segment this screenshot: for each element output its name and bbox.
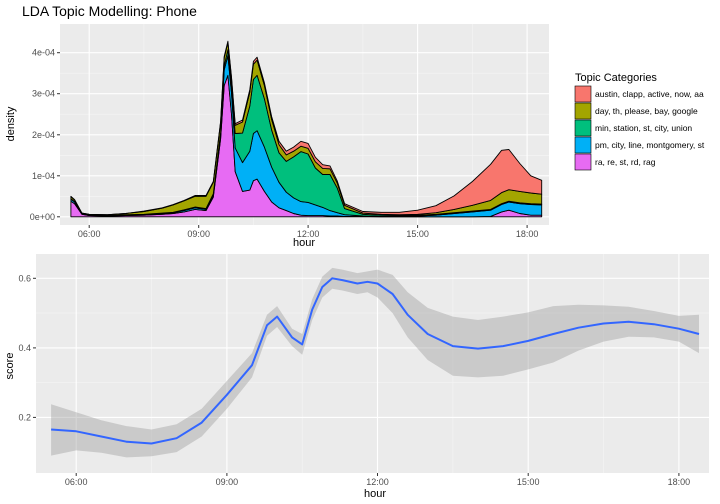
- x-tick-label: 12:00: [297, 229, 320, 239]
- legend-swatch: [574, 102, 592, 120]
- smoothed-score-line: [51, 277, 700, 445]
- score-gridlines: [36, 254, 709, 473]
- density-panel: 0e+00 1e-04 2e-04 3e-04 4e-04 06:00 09:00 12:0…: [5, 24, 549, 249]
- density-y-axis-title: density: [5, 106, 17, 141]
- x-tick-label: 06:00: [78, 229, 101, 239]
- legend: Topic Categories austin, clapp, active, …: [574, 72, 705, 171]
- x-tick-label: 15:00: [517, 477, 540, 487]
- x-tick-label: 09:00: [216, 477, 239, 487]
- y-tick-label: 2e-04: [32, 130, 55, 140]
- density-area-austin: [70, 40, 543, 216]
- density-x-axis-title: hour: [293, 237, 315, 249]
- x-tick-label: 06:00: [65, 477, 88, 487]
- score-panel: 0.2 0.4 0.6 06:00 09:00 12:00 15:00 18:00 hour…: [4, 254, 709, 500]
- y-tick-label: 3e-04: [32, 89, 55, 99]
- legend-label: ra, re, st, rd, rag: [595, 157, 656, 167]
- plot-title: LDA Topic Modelling: Phone: [22, 3, 197, 19]
- y-tick-label: 0e+00: [30, 212, 55, 222]
- density-y-ticks: 0e+00 1e-04 2e-04 3e-04 4e-04: [30, 48, 60, 222]
- score-y-ticks: 0.2 0.4 0.6: [18, 273, 36, 422]
- legend-label: pm, city, line, montgomery, st: [595, 140, 705, 150]
- legend-swatch: [574, 153, 592, 171]
- y-tick-label: 4e-04: [32, 48, 55, 58]
- legend-entries: austin, clapp, active, now, aa day, th, p…: [574, 85, 705, 171]
- legend-swatch: [574, 136, 592, 154]
- y-tick-label: 0.6: [18, 273, 31, 283]
- legend-label: day, th, please, bay, google: [595, 106, 698, 116]
- density-areas: [70, 40, 543, 218]
- y-tick-label: 0.2: [18, 412, 31, 422]
- x-tick-label: 18:00: [668, 477, 691, 487]
- legend-label: min, station, st, city, union: [595, 123, 692, 133]
- legend-label: austin, clapp, active, now, aa: [595, 89, 704, 99]
- x-tick-label: 12:00: [366, 477, 389, 487]
- x-tick-label: 15:00: [406, 229, 429, 239]
- x-tick-label: 18:00: [516, 229, 539, 239]
- score-y-axis-title: score: [4, 353, 16, 380]
- score-x-ticks: 06:00 09:00 12:00 15:00 18:00: [65, 473, 690, 487]
- x-tick-label: 09:00: [187, 229, 210, 239]
- legend-title: Topic Categories: [575, 72, 657, 84]
- legend-swatch: [574, 85, 592, 103]
- y-tick-label: 1e-04: [32, 171, 55, 181]
- y-tick-label: 0.4: [18, 343, 31, 353]
- score-plot-background: [36, 254, 709, 473]
- legend-swatch: [574, 119, 592, 137]
- density-x-ticks: 06:00 09:00 12:00 15:00 18:00: [78, 225, 538, 239]
- score-x-axis-title: hour: [364, 488, 386, 500]
